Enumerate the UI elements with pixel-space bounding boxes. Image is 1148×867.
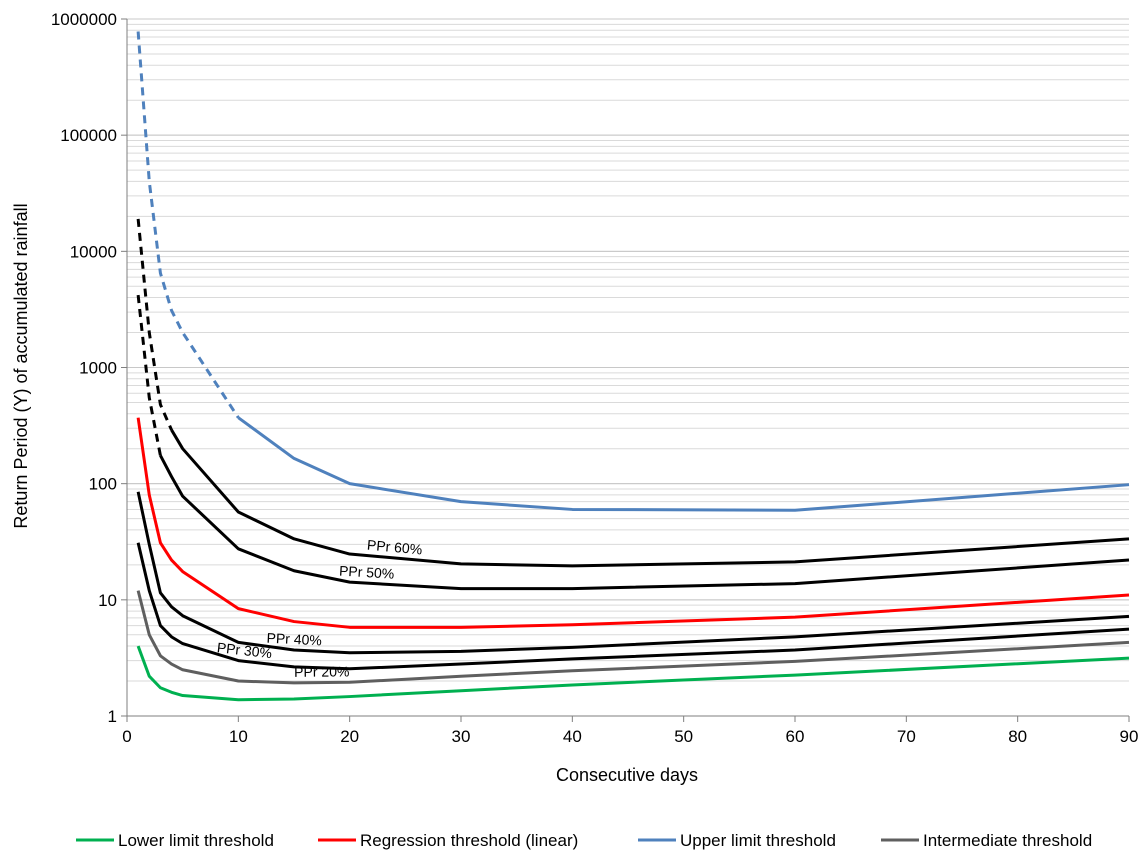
curve-label-ppr-1: PPr 30% — [216, 639, 273, 661]
legend-label-0: Lower limit threshold — [118, 831, 274, 850]
ppr-curve-3-dashed — [136, 294, 162, 456]
ppr-curve-2 — [136, 491, 1130, 655]
x-tick-label: 60 — [786, 727, 805, 746]
y-tick-label: 1 — [108, 707, 117, 726]
curve-labels: PPr 20% PPr 30%PPr 40% PPr 50% PPr 60% — [216, 537, 423, 680]
y-axis-title: Return Period (Y) of accumulated rainfal… — [11, 203, 31, 528]
legend-label-1: Regression threshold (linear) — [360, 831, 578, 850]
ppr-curve-4-dashed — [136, 218, 173, 431]
x-tick-label: 80 — [1008, 727, 1027, 746]
x-tick-label: 40 — [563, 727, 582, 746]
legend-label-2: Upper limit threshold — [680, 831, 836, 850]
legend: Lower limit threshold Regression threshol… — [76, 831, 1092, 850]
x-tick-label: 50 — [674, 727, 693, 746]
y-tick-label: 100000 — [60, 126, 117, 145]
ppr-curve-3 — [159, 454, 1130, 591]
series-lines — [136, 31, 1130, 702]
x-tick-label: 70 — [897, 727, 916, 746]
x-tick-label: 20 — [340, 727, 359, 746]
ppr-curve-4 — [170, 429, 1130, 568]
ppr-curve-1 — [136, 542, 1130, 671]
series-line-2-dashed — [136, 31, 240, 419]
curve-label-ppr-3: PPr 50% — [339, 563, 395, 582]
curve-label-ppr-2: PPr 40% — [266, 630, 322, 649]
y-tick-label: 10000 — [70, 242, 117, 261]
x-tick-label: 30 — [452, 727, 471, 746]
curve-label-ppr-0: PPr 20% — [294, 663, 349, 679]
series-line-0 — [136, 645, 1130, 702]
series-line-2 — [237, 416, 1130, 512]
axes: 1 10 100 1000 10000 100000 1000000 0 10 20 30 40 50 6… — [51, 10, 1139, 746]
y-tick-label: 1000 — [79, 359, 117, 378]
y-tick-label: 10 — [98, 591, 117, 610]
series-line-1 — [136, 417, 1130, 629]
series-line-3 — [136, 590, 1130, 685]
x-tick-label: 90 — [1120, 727, 1139, 746]
x-axis-title: Consecutive days — [556, 765, 698, 785]
y-tick-label: 1000000 — [51, 10, 117, 29]
legend-label-3: Intermediate threshold — [923, 831, 1092, 850]
curve-label-ppr-4: PPr 60% — [366, 537, 422, 558]
x-tick-label: 0 — [122, 727, 131, 746]
x-tick-label: 10 — [229, 727, 248, 746]
y-tick-label: 100 — [89, 475, 117, 494]
grid-lines — [127, 18, 1129, 717]
